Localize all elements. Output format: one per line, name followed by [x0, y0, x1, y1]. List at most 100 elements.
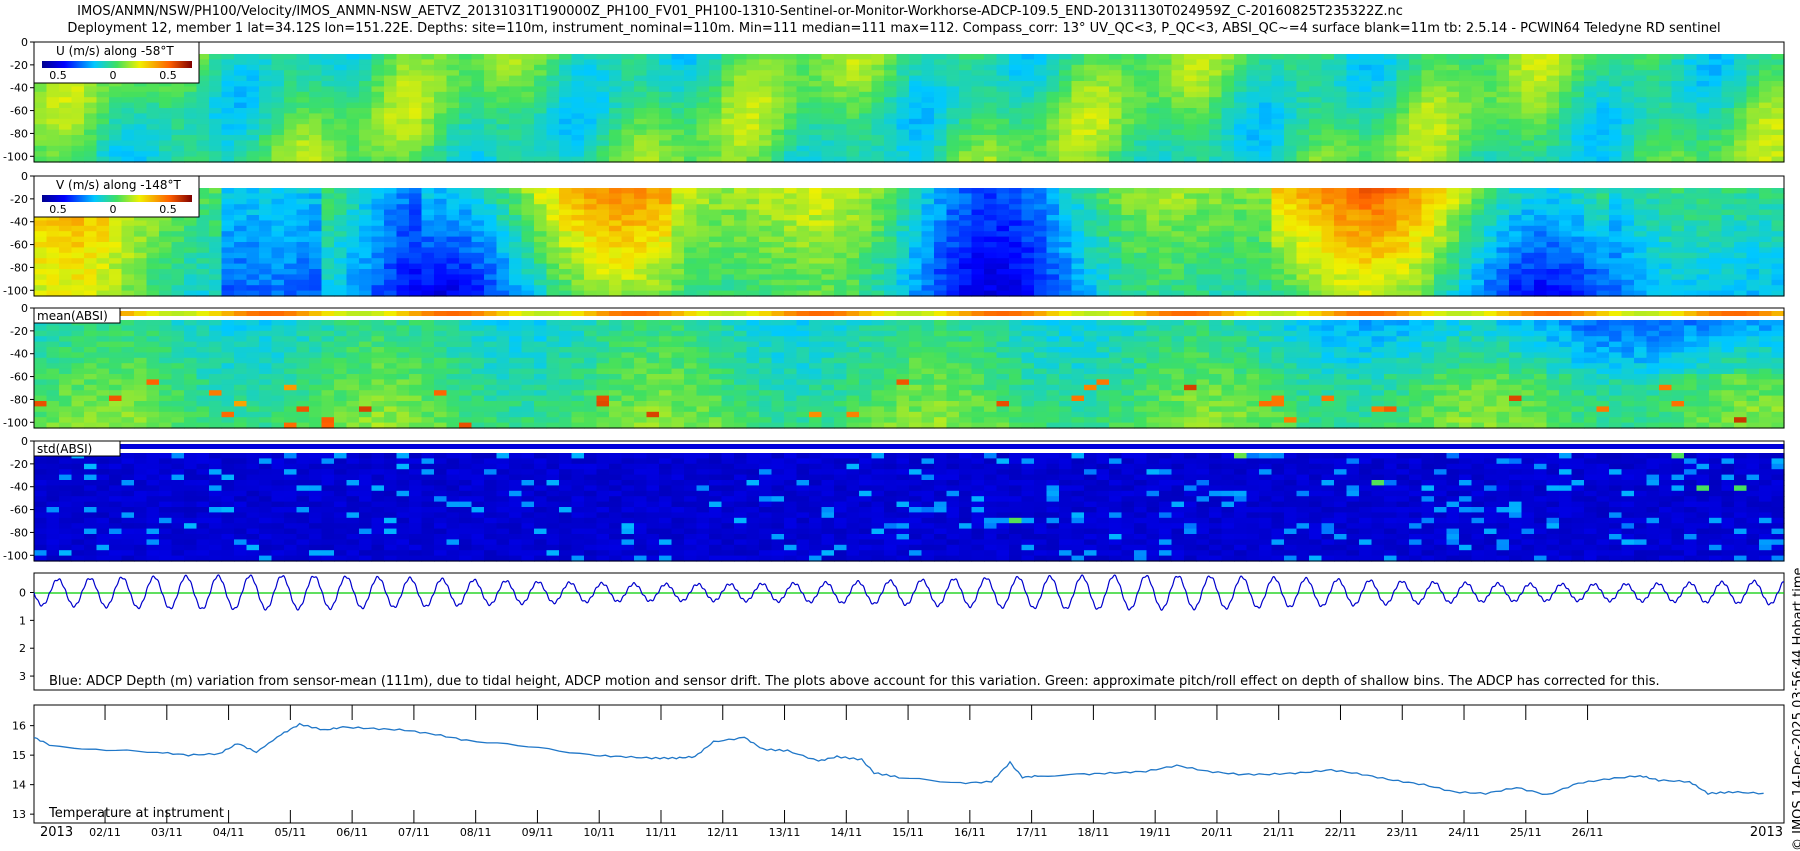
heatmap-cell [1759, 124, 1772, 130]
heatmap-cell [572, 108, 585, 114]
heatmap-cell [1222, 188, 1235, 194]
heatmap-cell [247, 247, 260, 253]
heatmap-cell [1072, 237, 1085, 243]
heatmap-cell [397, 146, 410, 152]
heatmap-cell [947, 151, 960, 157]
heatmap-cell [572, 65, 585, 71]
heatmap-cell [1409, 81, 1422, 87]
heatmap-cell [622, 215, 635, 221]
heatmap-cell [1109, 237, 1122, 243]
heatmap-cell [847, 81, 860, 87]
heatmap-cell [497, 86, 510, 92]
heatmap-cell [709, 54, 722, 60]
heatmap-cell [1759, 130, 1772, 136]
heatmap-cell [1522, 130, 1535, 136]
heatmap-cell [484, 193, 497, 199]
heatmap-cell [884, 237, 897, 243]
heatmap-cell [1084, 97, 1097, 103]
heatmap-cell [922, 135, 935, 141]
heatmap-cell [834, 130, 847, 136]
heatmap-cell [884, 220, 897, 226]
heatmap-cell [209, 264, 222, 270]
heatmap-cell [597, 280, 610, 286]
heatmap-cell [284, 103, 297, 109]
heatmap-cell [447, 124, 460, 130]
heatmap-cell [409, 204, 422, 210]
heatmap-cell [1459, 130, 1472, 136]
heatmap-cell [1247, 253, 1260, 259]
heatmap-cell [1734, 81, 1747, 87]
heatmap-cell [1359, 124, 1372, 130]
heatmap-cell [1272, 210, 1285, 216]
heatmap-cell [347, 204, 360, 210]
heatmap-cell [1334, 97, 1347, 103]
heatmap-cell [1197, 193, 1210, 199]
heatmap-cell [234, 199, 247, 205]
heatmap-cell [1009, 204, 1022, 210]
heatmap-cell [759, 108, 772, 114]
heatmap-cell [1134, 65, 1147, 71]
heatmap-cell [859, 92, 872, 98]
heatmap-cell [309, 97, 322, 103]
heatmap-cell [1409, 113, 1422, 119]
heatmap-cell [559, 140, 572, 146]
heatmap-cell [1659, 135, 1672, 141]
heatmap-cell [1497, 70, 1510, 76]
heatmap-cell [397, 76, 410, 82]
heatmap-cell [1209, 274, 1222, 280]
heatmap-cell [622, 258, 635, 264]
heatmap-cell [734, 274, 747, 280]
heatmap-cell [797, 253, 810, 259]
heatmap-cell [1609, 92, 1622, 98]
heatmap-cell [1422, 151, 1435, 157]
heatmap-cell [409, 280, 422, 286]
heatmap-cell [747, 119, 760, 125]
heatmap-cell [1147, 188, 1160, 194]
heatmap-cell [47, 258, 60, 264]
heatmap-cell [259, 204, 272, 210]
heatmap-cell [1247, 215, 1260, 221]
heatmap-cell [634, 86, 647, 92]
heatmap-cell [109, 285, 122, 291]
heatmap-cell [97, 231, 110, 237]
heatmap-cell [722, 103, 735, 109]
heatmap-cell [1384, 199, 1397, 205]
heatmap-cell [909, 54, 922, 60]
heatmap-cell [1209, 92, 1222, 98]
heatmap-cell [1034, 92, 1047, 98]
heatmap-cell [209, 253, 222, 259]
heatmap-cell [1047, 285, 1060, 291]
heatmap-cell [1109, 86, 1122, 92]
heatmap-cell [622, 124, 635, 130]
heatmap-cell [1284, 86, 1297, 92]
heatmap-cell [697, 193, 710, 199]
heatmap-cell [1422, 113, 1435, 119]
heatmap-cell [1284, 65, 1297, 71]
heatmap-cell [1659, 97, 1672, 103]
heatmap-cell [472, 193, 485, 199]
heatmap-cell [197, 86, 210, 92]
heatmap-cell [434, 76, 447, 82]
heatmap-cell [1747, 119, 1760, 125]
heatmap-cell [1084, 81, 1097, 87]
heatmap-cell [1084, 130, 1097, 136]
heatmap-cell [822, 204, 835, 210]
heatmap-cell [197, 285, 210, 291]
heatmap-cell [522, 146, 535, 152]
heatmap-cell [447, 76, 460, 82]
heatmap-cell [634, 215, 647, 221]
heatmap-cell [509, 119, 522, 125]
heatmap-cell [722, 81, 735, 87]
heatmap-cell [1472, 140, 1485, 146]
heatmap-cell [434, 65, 447, 71]
heatmap-cell [1284, 135, 1297, 141]
heatmap-cell [1172, 81, 1185, 87]
heatmap-cell [1559, 130, 1572, 136]
heatmap-cell [859, 264, 872, 270]
heatmap-cell [1272, 92, 1285, 98]
heatmap-cell [584, 146, 597, 152]
heatmap-cell [647, 113, 660, 119]
heatmap-cell [472, 253, 485, 259]
heatmap-cell [722, 146, 735, 152]
heatmap-cell [1334, 210, 1347, 216]
